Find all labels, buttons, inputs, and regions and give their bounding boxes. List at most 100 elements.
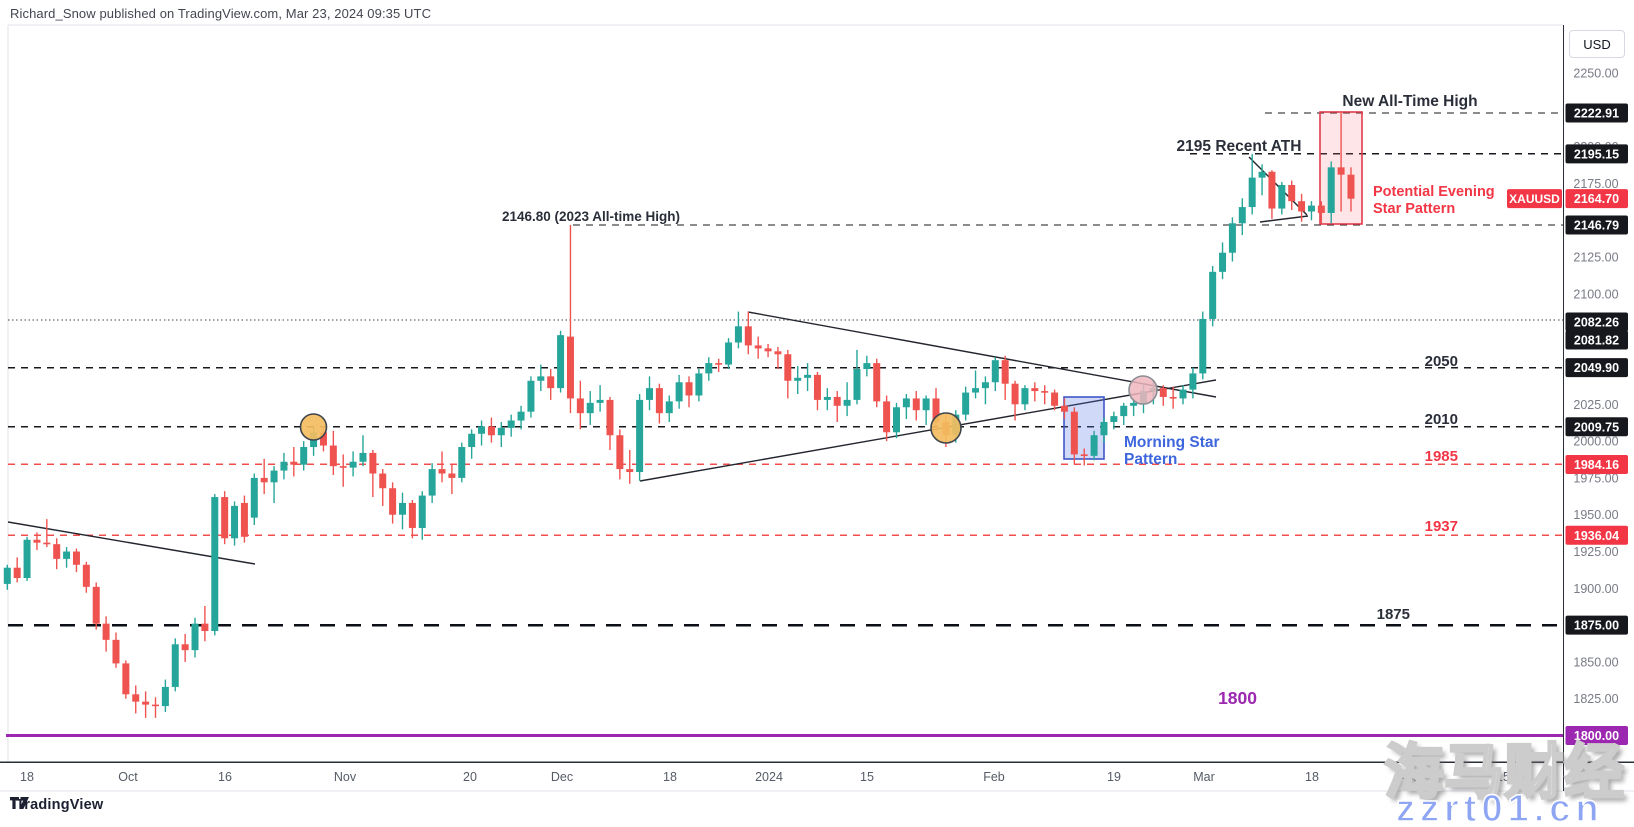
price-badge-2222.91 <box>1565 103 1628 123</box>
price-badge-2082.26 <box>1565 312 1628 332</box>
candle-body <box>794 377 802 381</box>
candle-body <box>636 399 644 473</box>
currency-usd-button[interactable]: USD <box>1569 30 1625 58</box>
support-test-circle-2[interactable] <box>930 412 962 444</box>
candle-body <box>408 502 416 528</box>
morning-star-label-2: Pattern <box>1124 451 1177 468</box>
candle-body <box>1337 167 1345 175</box>
x-axis-time-scale[interactable]: 18 Oct 16 Nov 20 Dec 18 2024 15 Feb 19 Mar 18 Apr 15 <box>20 770 1510 784</box>
candle-body <box>1327 167 1335 213</box>
breakout-circle[interactable] <box>1128 375 1158 405</box>
candle-body <box>1199 318 1207 374</box>
level-label-1800: 1800 <box>1218 688 1257 708</box>
candle-body <box>932 398 940 422</box>
x-axis-tick: Apr <box>1398 770 1417 784</box>
candle-body <box>557 335 565 389</box>
candle-body <box>616 435 624 470</box>
candle-body <box>991 360 999 383</box>
x-axis-tick: 2024 <box>755 770 783 784</box>
candle-body <box>418 495 426 528</box>
price-badge-text: 2164.70 <box>1574 192 1619 206</box>
candle-body <box>468 433 476 448</box>
price-badge-1875.00 <box>1565 615 1628 635</box>
candle-body <box>329 445 337 467</box>
y-axis-price-scale[interactable]: 2250.002225.002200.002175.002150.002125.… <box>1507 67 1628 746</box>
level-label-2010: 2010 <box>1425 411 1458 428</box>
price-badge-text: 2082.26 <box>1574 316 1619 330</box>
candle-body <box>1090 435 1098 456</box>
candle-body <box>675 382 683 402</box>
candle-body <box>379 473 387 489</box>
candle-body <box>1317 205 1325 213</box>
candle-body <box>784 354 792 381</box>
y-axis-tick: 1950.00 <box>1573 508 1618 522</box>
x-axis-tick: 18 <box>20 770 34 784</box>
candle-body <box>547 376 555 389</box>
price-badge-text: 2049.90 <box>1574 361 1619 375</box>
candle-body <box>596 399 604 403</box>
ath-2023-label: 2146.80 (2023 All-time High) <box>502 209 680 224</box>
candle-body <box>1278 184 1286 209</box>
level-label-1937: 1937 <box>1425 518 1458 535</box>
candle-body <box>893 407 900 433</box>
x-axis-tick: 19 <box>1107 770 1121 784</box>
axes[interactable] <box>0 25 1634 792</box>
candle-body <box>290 461 298 465</box>
price-badge-text: 2009.75 <box>1574 420 1619 434</box>
price-badge-2146.79 <box>1565 215 1628 235</box>
candle-body <box>1080 454 1088 456</box>
candle-body <box>1258 171 1266 178</box>
candle-body <box>685 382 693 396</box>
candle-body <box>112 639 120 664</box>
candle-body <box>1179 389 1187 399</box>
price-badge-text: 2146.79 <box>1574 219 1619 233</box>
pennant-upper-line[interactable] <box>1248 156 1308 216</box>
candle-body <box>962 392 970 415</box>
candle-body <box>646 388 653 400</box>
price-badge-text: 1936.04 <box>1574 529 1619 543</box>
candle-body <box>1011 383 1019 405</box>
price-badge-text: 2081.82 <box>1574 334 1619 348</box>
candle-body <box>754 345 762 349</box>
candle-body <box>339 466 347 468</box>
y-axis-tick: 2000.00 <box>1573 435 1618 449</box>
level-label-1875: 1875 <box>1377 606 1410 623</box>
candle-body <box>389 488 397 515</box>
price-badge-2049.90 <box>1565 358 1628 378</box>
candle-body <box>211 497 219 632</box>
candle-body <box>3 567 11 584</box>
pennant-lower-line[interactable] <box>1259 215 1309 223</box>
symbol-tag-badge <box>1507 189 1562 209</box>
price-badge-text: 1984.16 <box>1574 458 1619 472</box>
candle-body <box>1288 184 1296 202</box>
candle-body <box>369 452 377 474</box>
candle-body <box>181 644 189 651</box>
candle-body <box>122 663 130 695</box>
candle-body <box>240 502 248 537</box>
price-badge-text: 2195.15 <box>1574 147 1619 161</box>
candle-body <box>734 326 742 343</box>
price-badge-1936.04 <box>1565 525 1628 545</box>
y-axis-tick: 1850.00 <box>1573 655 1618 669</box>
candle-body <box>665 401 673 414</box>
triangle-lower-line[interactable] <box>639 379 1217 482</box>
x-axis-tick: 20 <box>463 770 477 784</box>
candle-body <box>72 551 80 565</box>
symbol-tag-text: XAUUSD <box>1509 192 1560 206</box>
candle-body <box>359 452 367 462</box>
x-axis-tick: 15 <box>860 770 874 784</box>
level-label-2050: 2050 <box>1425 353 1458 370</box>
level-lines <box>6 112 1563 738</box>
y-axis-tick: 1900.00 <box>1573 582 1618 596</box>
candle-body <box>82 564 90 587</box>
candle-body <box>1248 177 1256 208</box>
candle-body <box>43 542 51 545</box>
candle-body <box>260 477 268 483</box>
publish-caption: Richard_Snow published on TradingView.co… <box>10 6 432 21</box>
candle-body <box>270 470 278 483</box>
tradingview-logo-text: TradingView <box>16 797 104 813</box>
tradingview-logo[interactable]: TradingView <box>10 797 103 813</box>
candle-body <box>1021 388 1029 405</box>
support-test-circle-1[interactable] <box>299 413 328 441</box>
